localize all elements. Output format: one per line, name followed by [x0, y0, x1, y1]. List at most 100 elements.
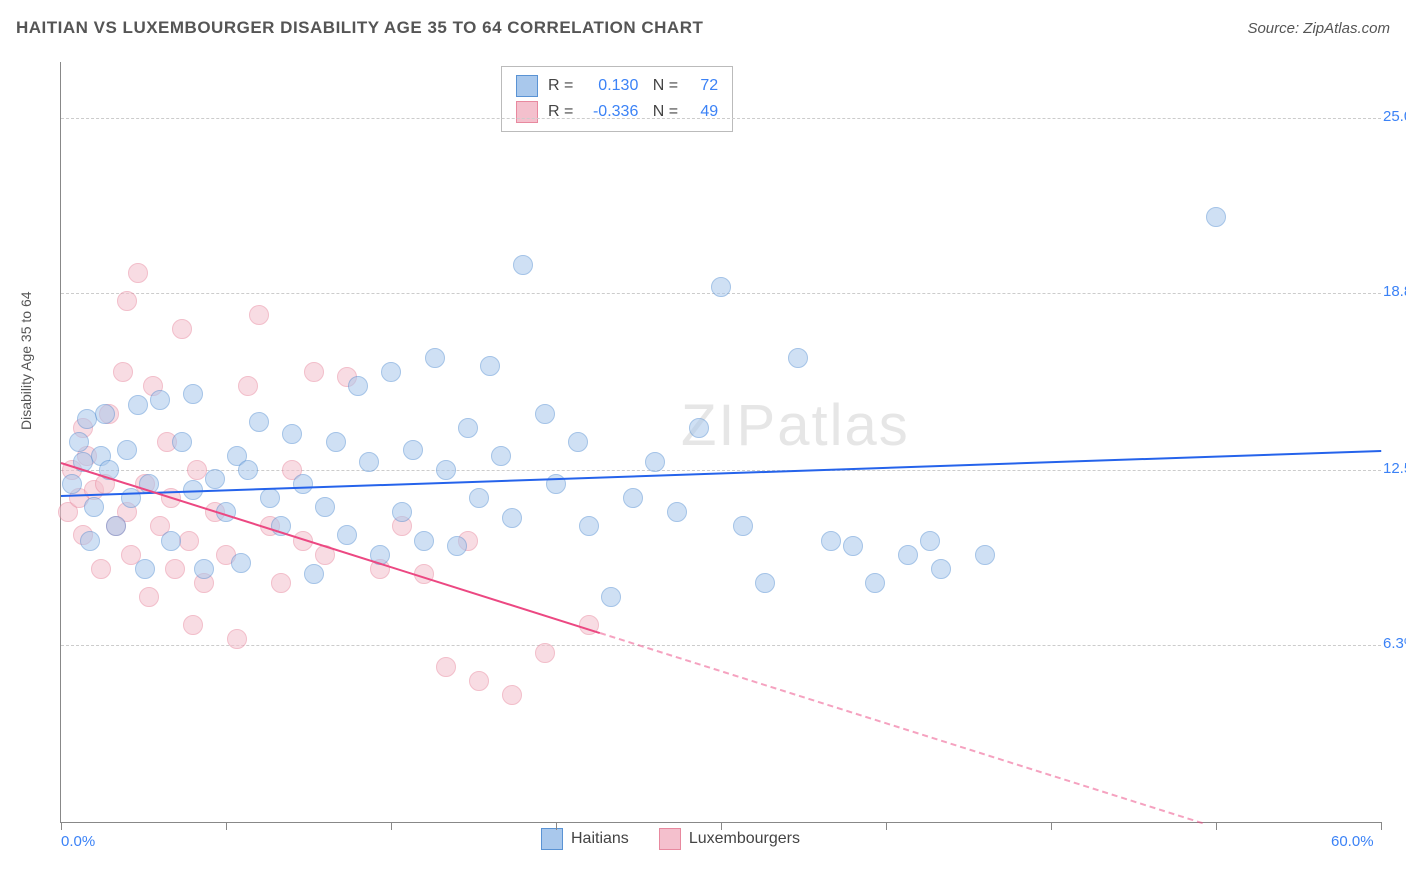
- data-point: [179, 531, 199, 551]
- data-point: [392, 502, 412, 522]
- y-tick-label: 18.8%: [1375, 283, 1406, 300]
- data-point: [117, 291, 137, 311]
- data-point: [502, 685, 522, 705]
- data-point: [304, 362, 324, 382]
- data-point: [128, 395, 148, 415]
- legend-label: Haitians: [571, 830, 629, 848]
- x-tick: [61, 822, 62, 830]
- x-tick: [226, 822, 227, 830]
- data-point: [469, 488, 489, 508]
- x-tick: [886, 822, 887, 830]
- trend-line: [61, 450, 1381, 497]
- data-point: [502, 508, 522, 528]
- data-point: [975, 545, 995, 565]
- watermark: ZIPatlas: [681, 392, 910, 459]
- y-tick-label: 25.0%: [1375, 108, 1406, 125]
- data-point: [348, 376, 368, 396]
- data-point: [249, 412, 269, 432]
- source-label: Source: ZipAtlas.com: [1247, 20, 1390, 37]
- data-point: [898, 545, 918, 565]
- data-point: [84, 497, 104, 517]
- data-point: [238, 460, 258, 480]
- data-point: [920, 531, 940, 551]
- data-point: [425, 348, 445, 368]
- data-point: [172, 432, 192, 452]
- data-point: [282, 424, 302, 444]
- data-point: [931, 559, 951, 579]
- chart-title: HAITIAN VS LUXEMBOURGER DISABILITY AGE 3…: [16, 18, 703, 38]
- data-point: [623, 488, 643, 508]
- gridline: [61, 470, 1381, 471]
- data-point: [436, 657, 456, 677]
- data-point: [755, 573, 775, 593]
- swatch-luxembourgers: [516, 101, 538, 123]
- stats-row-luxembourgers: R = -0.336 N = 49: [516, 99, 718, 125]
- data-point: [436, 460, 456, 480]
- legend-item-haitians: Haitians: [541, 828, 629, 850]
- data-point: [359, 452, 379, 472]
- data-point: [150, 390, 170, 410]
- data-point: [458, 418, 478, 438]
- legend-label: Luxembourgers: [689, 830, 800, 848]
- stats-r-label: R =: [548, 77, 573, 95]
- data-point: [1206, 207, 1226, 227]
- data-point: [711, 277, 731, 297]
- data-point: [315, 497, 335, 517]
- data-point: [865, 573, 885, 593]
- stats-r-haitians: 0.130: [583, 77, 638, 95]
- gridline: [61, 118, 1381, 119]
- data-point: [172, 319, 192, 339]
- data-point: [601, 587, 621, 607]
- data-point: [139, 587, 159, 607]
- x-tick-label: 0.0%: [61, 833, 95, 850]
- swatch-luxembourgers: [659, 828, 681, 850]
- y-tick-label: 6.3%: [1375, 635, 1406, 652]
- data-point: [645, 452, 665, 472]
- chart-container: Disability Age 35 to 64 ZIPatlas R = 0.1…: [48, 50, 1388, 840]
- data-point: [535, 643, 555, 663]
- data-point: [667, 502, 687, 522]
- x-tick: [1051, 822, 1052, 830]
- data-point: [80, 531, 100, 551]
- swatch-haitians: [516, 75, 538, 97]
- stats-row-haitians: R = 0.130 N = 72: [516, 73, 718, 99]
- y-tick-label: 12.5%: [1375, 460, 1406, 477]
- data-point: [480, 356, 500, 376]
- data-point: [513, 255, 533, 275]
- stats-n-label: N =: [648, 77, 678, 95]
- data-point: [733, 516, 753, 536]
- data-point: [62, 474, 82, 494]
- data-point: [469, 671, 489, 691]
- data-point: [95, 404, 115, 424]
- data-point: [414, 531, 434, 551]
- data-point: [689, 418, 709, 438]
- data-point: [535, 404, 555, 424]
- data-point: [205, 469, 225, 489]
- x-tick: [1381, 822, 1382, 830]
- data-point: [69, 432, 89, 452]
- data-point: [788, 348, 808, 368]
- x-tick: [391, 822, 392, 830]
- data-point: [227, 629, 247, 649]
- stats-n-haitians: 72: [688, 77, 718, 95]
- x-tick: [721, 822, 722, 830]
- x-tick-label: 60.0%: [1331, 833, 1374, 850]
- data-point: [183, 615, 203, 635]
- data-point: [491, 446, 511, 466]
- data-point: [293, 474, 313, 494]
- x-tick: [1216, 822, 1217, 830]
- data-point: [117, 440, 137, 460]
- data-point: [113, 362, 133, 382]
- data-point: [843, 536, 863, 556]
- data-point: [568, 432, 588, 452]
- data-point: [135, 559, 155, 579]
- data-point: [91, 559, 111, 579]
- data-point: [579, 516, 599, 536]
- y-axis-label: Disability Age 35 to 64: [18, 291, 34, 430]
- stats-box: R = 0.130 N = 72 R = -0.336 N = 49: [501, 66, 733, 132]
- data-point: [183, 384, 203, 404]
- data-point: [337, 525, 357, 545]
- trend-line-dashed: [600, 632, 1203, 824]
- data-point: [403, 440, 423, 460]
- data-point: [121, 488, 141, 508]
